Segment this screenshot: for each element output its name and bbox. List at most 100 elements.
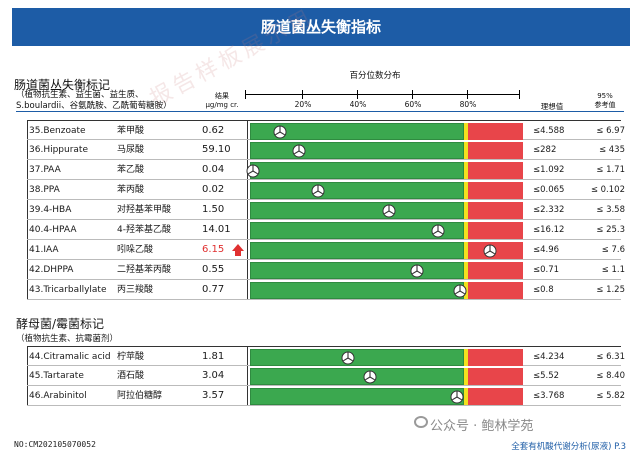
reference-value: ≤ 0.102 (590, 185, 625, 195)
ref-pct-label: 95% (597, 92, 613, 100)
marker-name-cn: 对羟基苯甲酸 (117, 205, 172, 215)
percentile-bar (250, 222, 523, 239)
scale-label-40: 40% (349, 100, 367, 109)
percentile-marker-icon (292, 143, 306, 158)
section-title: 肠道菌丛失衡标记 (14, 78, 111, 92)
high-zone (468, 262, 523, 279)
normal-zone (250, 123, 464, 140)
table-row: 46.Arabinitol 阿拉伯糖醇 3.57 ≤3.768 ≤ 5.82 (27, 386, 625, 406)
marker-name: 44.Citramalic acid (29, 352, 111, 362)
result-value: 0.62 (202, 125, 225, 136)
table-row: 40.4-HPAA 4-羟苯基乙酸 14.01 ≤16.12 ≤ 25.3 (27, 220, 625, 240)
percentile-bar (250, 242, 523, 259)
ideal-value: ≤4.588 (533, 126, 565, 136)
percentile-bar (250, 142, 523, 159)
marker-name-cn: 苯甲酸 (117, 126, 145, 136)
threshold-line (464, 202, 468, 219)
normal-zone (250, 222, 464, 239)
marker-name-cn: 吲哚乙酸 (117, 245, 154, 255)
marker-name: 46.Arabinitol (29, 391, 87, 401)
reference-value: ≤ 1.71 (596, 165, 625, 175)
page-header: 肠道菌丛失衡指标 (12, 8, 630, 46)
high-zone (468, 142, 523, 159)
normal-zone (250, 349, 464, 366)
table-row: 39.4-HBA 对羟基苯甲酸 1.50 ≤2.332 ≤ 3.58 (27, 200, 625, 220)
scale-tick (302, 90, 303, 99)
result-value: 1.50 (202, 204, 225, 215)
marker-name-cn: 二羟基苯丙酸 (117, 265, 172, 275)
threshold-line (464, 368, 468, 385)
section2-title: 酵母菌/霉菌标记 (16, 317, 105, 331)
percentile-marker-icon (273, 124, 287, 139)
page-title: 肠道菌丛失衡指标 (260, 18, 381, 36)
table-row: 35.Benzoate 苯甲酸 0.62 ≤4.588 ≤ 6.97 (27, 120, 625, 140)
marker-name: 38.PPA (29, 185, 60, 195)
scale-tick (467, 90, 468, 99)
normal-zone (250, 202, 464, 219)
unit-label: μg/mg cr. (205, 101, 239, 109)
scale-tick (245, 90, 246, 99)
ideal-header: 理想值 (540, 102, 564, 111)
scale-line (245, 94, 520, 95)
marker-name-cn: 阿拉伯糖醇 (117, 391, 163, 401)
marker-name: 39.4-HBA (29, 205, 72, 215)
result-value: 0.02 (202, 184, 225, 195)
result-value: 0.55 (202, 264, 225, 275)
ref-header: 95% 参考值 (585, 92, 625, 110)
threshold-line (464, 162, 468, 179)
percentile-marker-icon (450, 389, 464, 404)
marker-name: 41.IAA (29, 245, 59, 255)
marker-name: 42.DHPPA (29, 265, 74, 275)
reference-value: ≤ 25.3 (596, 225, 625, 235)
marker-name: 36.Hippurate (29, 145, 88, 155)
percentile-bar (250, 349, 523, 366)
reference-value: ≤ 7.6 (601, 245, 625, 255)
marker-name: 40.4-HPAA (29, 225, 77, 235)
reference-value: ≤ 435 (598, 145, 625, 155)
percentile-bar (250, 388, 523, 405)
result-value: 3.57 (202, 390, 225, 401)
threshold-line (464, 123, 468, 140)
normal-zone (250, 262, 464, 279)
scale-tick (412, 90, 413, 99)
section2-subtitle: （植物抗生素、抗霉菌剂） (16, 334, 119, 344)
marker-name: 45.Tartarate (29, 371, 84, 381)
wechat-icon (414, 416, 428, 428)
normal-zone (250, 242, 464, 259)
percentile-marker-icon (246, 163, 260, 178)
ideal-value: ≤4.96 (533, 245, 560, 255)
threshold-line (464, 142, 468, 159)
table-row: 37.PAA 苯乙酸 0.04 ≤1.092 ≤ 1.71 (27, 160, 625, 180)
ideal-value: ≤4.234 (533, 352, 565, 362)
result-header: 结果 μg/mg cr. (202, 92, 242, 110)
table-row: 44.Citramalic acid 柠苹酸 1.81 ≤4.234 ≤ 6.31 (27, 346, 625, 366)
report-number: NO:CM202105070052 (14, 440, 96, 449)
scale-tick (357, 90, 358, 99)
high-zone (468, 182, 523, 199)
normal-zone (250, 388, 464, 405)
high-zone (468, 368, 523, 385)
normal-zone (250, 282, 464, 299)
percentile-scale (245, 86, 520, 100)
percentile-bar (250, 262, 523, 279)
high-zone (468, 222, 523, 239)
result-value: 14.01 (202, 224, 231, 235)
table-row: 42.DHPPA 二羟基苯丙酸 0.55 ≤0.71 ≤ 1.1 (27, 260, 625, 280)
page-footer: 全套有机酸代谢分析(尿液) P.3 (511, 442, 626, 452)
percentile-bar (250, 282, 523, 299)
table-row: 41.IAA 吲哚乙酸 6.15 ≤4.96 ≤ 7.6 (27, 240, 625, 260)
result-value: 0.04 (202, 164, 225, 175)
percentile-marker-icon (410, 263, 424, 278)
high-zone (468, 282, 523, 299)
watermark-text: 公众号 · 鲍林学苑 (430, 419, 534, 434)
table-row: 38.PPA 苯丙酸 0.02 ≤0.065 ≤ 0.102 (27, 180, 625, 200)
percentile-marker-icon (341, 350, 355, 365)
ideal-value: ≤3.768 (533, 391, 565, 401)
threshold-line (464, 388, 468, 405)
result-value: 1.81 (202, 351, 225, 362)
ideal-value: ≤1.092 (533, 165, 565, 175)
result-value: 6.15 (202, 244, 225, 255)
table-row: 43.Tricarballylate 丙三羧酸 0.77 ≤0.8 ≤ 1.25 (27, 280, 625, 300)
result-value: 0.77 (202, 284, 225, 295)
marker-name: 35.Benzoate (29, 126, 86, 136)
